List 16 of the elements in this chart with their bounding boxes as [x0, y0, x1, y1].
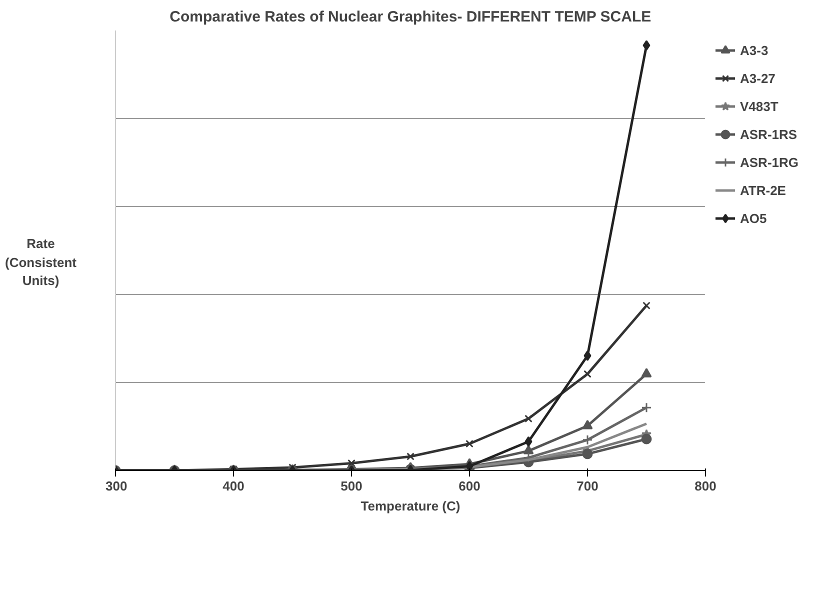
x-tick-label: 600 — [458, 478, 480, 494]
legend-label: AO5 — [740, 210, 767, 226]
legend-label: ASR-1RS — [740, 126, 798, 142]
legend-label: ATR-2E — [740, 182, 786, 198]
legend-label: A3-27 — [740, 70, 776, 86]
x-tick-label: 500 — [340, 478, 362, 494]
x-tick-label: 700 — [576, 478, 598, 494]
x-tick-label: 300 — [106, 478, 128, 494]
x-tick-label: 800 — [694, 478, 716, 494]
legend-label: V483T — [740, 98, 778, 114]
chart-title: Comparative Rates of Nuclear Graphites- DIFFERENT TEMP SCALE — [170, 8, 652, 26]
legend-label: ASR-1RG — [740, 154, 799, 170]
x-axis-title: Temperature (C) — [360, 498, 460, 514]
x-tick-label: 400 — [222, 478, 244, 494]
legend-label: A3-3 — [740, 42, 768, 58]
y-axis-title: Rate (Consistent Units) — [5, 235, 76, 290]
